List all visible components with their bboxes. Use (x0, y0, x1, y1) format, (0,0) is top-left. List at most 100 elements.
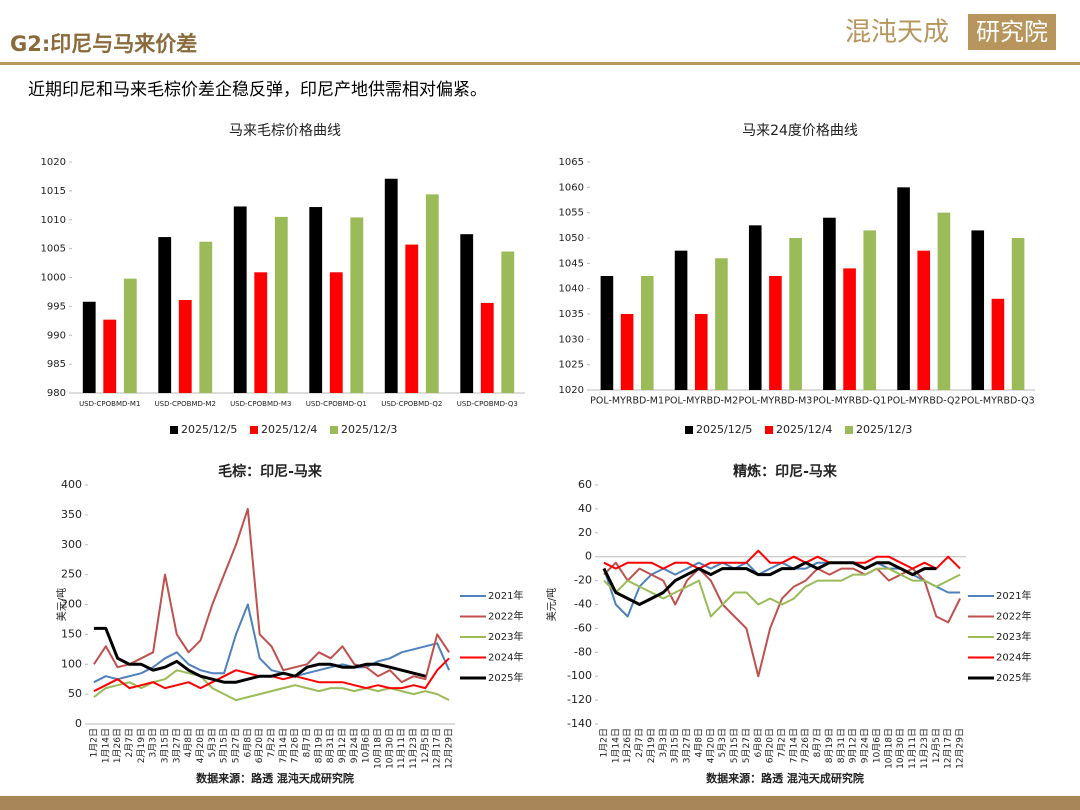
bar (789, 238, 802, 390)
x-tick-label: 2月7日 (124, 728, 135, 757)
slide-title: G2:印尼与马来价差 (10, 32, 197, 56)
x-tick-label: 10月18日 (883, 728, 894, 769)
x-tick-label: 1月26日 (622, 728, 633, 763)
line-series (93, 603, 451, 684)
y-tick-label: 1035 (559, 309, 584, 320)
y-tick-label: -40 (574, 598, 592, 611)
x-tick-label: 11月11日 (396, 728, 407, 769)
source-note: 数据来源：路透 混沌天成研究院 (706, 771, 864, 785)
y-tick-label: 200 (61, 598, 82, 611)
y-tick-label: 995 (47, 301, 66, 312)
bar (425, 194, 439, 393)
bar (1011, 238, 1025, 390)
bar (769, 276, 782, 390)
legend-label: 2021年 (996, 589, 1031, 602)
y-tick-label: 1050 (559, 233, 584, 244)
x-tick-label: 8月7日 (812, 728, 823, 757)
bar (640, 276, 654, 390)
x-tick-label: 7月14日 (278, 728, 289, 763)
x-tick-label: 1月26日 (112, 728, 123, 763)
bar (823, 217, 836, 390)
x-tick-label: 5月27日 (741, 728, 752, 763)
x-tick-label: 9月12日 (848, 728, 859, 763)
y-tick-label: -20 (574, 574, 592, 587)
chart-title: 马来24度价格曲线 (742, 123, 858, 139)
y-tick-label: 1045 (559, 258, 584, 269)
y-tick-label: 50 (68, 687, 82, 700)
x-tick-label: POL-MYRBD-M3 (738, 396, 812, 407)
line-series (603, 549, 961, 570)
y-tick-label: 250 (61, 568, 82, 581)
y-axis-label: 美元/吨 (545, 588, 558, 621)
y-tick-label: 300 (61, 538, 82, 551)
bar (715, 258, 728, 390)
chart-title: 马来毛棕价格曲线 (229, 123, 341, 139)
x-tick-label: 10月30日 (895, 728, 906, 769)
bar (199, 241, 213, 393)
bar (620, 314, 634, 390)
x-tick-label: 3月3日 (148, 728, 159, 757)
x-tick-label: 5月27日 (230, 728, 241, 763)
y-tick-label: 1000 (41, 273, 66, 284)
y-tick-label: 100 (61, 657, 82, 670)
x-tick-label: 7月14日 (788, 728, 799, 763)
legend-label: 2025/12/4 (776, 423, 832, 436)
y-tick-label: 20 (578, 526, 592, 539)
x-tick-label: 7月2日 (266, 728, 277, 757)
bar (897, 187, 910, 390)
legend-swatch (330, 426, 338, 434)
x-tick-label: 9月24日 (349, 728, 360, 763)
y-tick-label: 1015 (41, 186, 66, 197)
y-tick-label: -60 (574, 621, 592, 634)
y-tick-label: 1005 (41, 244, 66, 255)
x-tick-label: 6月20日 (765, 728, 776, 763)
legend-label: 2023年 (996, 630, 1031, 643)
y-tick-label: 1065 (559, 157, 584, 168)
y-tick-label: 350 (61, 508, 82, 521)
x-tick-label: 12月5日 (931, 728, 942, 763)
x-tick-label: 6月20日 (254, 728, 265, 763)
legend-swatch (250, 426, 258, 434)
y-tick-label: 1020 (41, 157, 66, 168)
y-tick-label: 1010 (41, 215, 66, 226)
x-tick-label: 10月6日 (361, 728, 372, 763)
x-tick-label: 8月31日 (836, 728, 847, 763)
x-tick-label: 3月3日 (658, 728, 669, 757)
bar (350, 217, 364, 393)
bar (501, 251, 515, 393)
x-tick-label: 5月3日 (717, 728, 728, 757)
bar (480, 302, 494, 393)
logo-main: 混沌天成 (845, 18, 949, 48)
x-tick-label: 10月6日 (871, 728, 882, 763)
line-series (93, 626, 426, 684)
x-tick-label: 7月26日 (800, 728, 811, 763)
bar (254, 272, 268, 393)
y-tick-label: 1040 (559, 284, 584, 295)
line-series (603, 567, 961, 618)
chart-title: 毛棕：印尼-马来 (218, 463, 323, 480)
bar (843, 268, 856, 390)
bar (178, 300, 192, 393)
x-tick-label: 5月15日 (219, 728, 230, 763)
y-tick-label: 1025 (559, 360, 584, 371)
x-tick-label: 10月18日 (373, 728, 384, 769)
x-tick-label: 2月19日 (646, 728, 657, 763)
x-tick-label: 12月29日 (444, 728, 455, 769)
y-tick-label: -140 (567, 717, 592, 730)
x-tick-label: USD-CPOBMD-Q1 (306, 400, 367, 408)
x-tick-label: 12月17日 (432, 728, 443, 769)
legend-label: 2025/12/5 (181, 423, 237, 436)
bar (158, 237, 172, 393)
legend-swatch (845, 426, 853, 434)
x-tick-label: 5月3日 (207, 728, 218, 757)
x-tick-label: USD-CPOBMD-Q3 (457, 400, 518, 408)
x-tick-label: POL-MYRBD-Q1 (813, 396, 887, 407)
x-tick-label: 2月7日 (634, 728, 645, 757)
bar (937, 212, 951, 390)
logo-box-text: 研究院 (976, 18, 1048, 46)
bar (748, 225, 762, 390)
bar (694, 314, 708, 390)
x-tick-label: 4月8日 (693, 728, 704, 757)
x-tick-label: 6月8日 (753, 728, 764, 757)
